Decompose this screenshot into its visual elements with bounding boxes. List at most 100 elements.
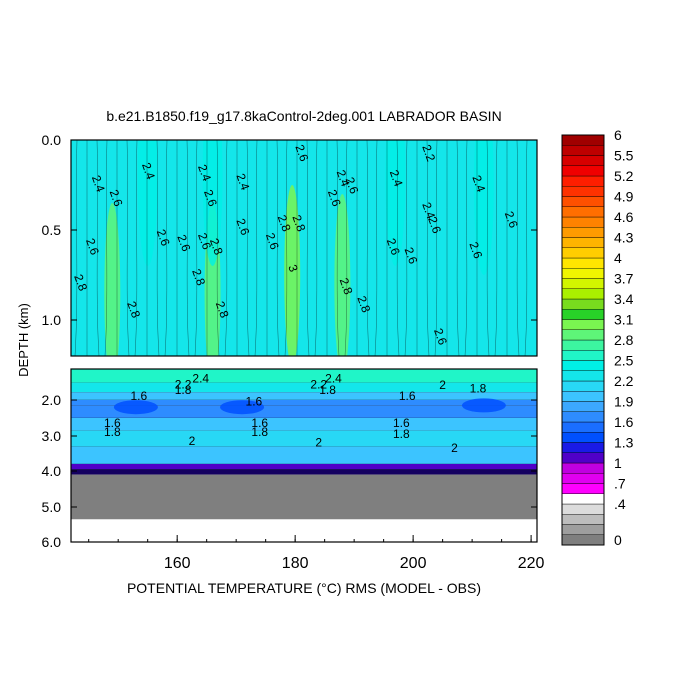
contour-label: 2.6 (502, 209, 521, 230)
colorbar-tick-label: 4.6 (614, 209, 634, 225)
contour-label: 1.6 (251, 416, 268, 430)
contour-label: 2.4 (139, 161, 158, 182)
colorbar-box (561, 165, 605, 177)
contour-line (194, 140, 198, 356)
contour-label: 2.4 (195, 163, 214, 184)
colorbar-box (561, 216, 605, 228)
colorbar-box (561, 534, 605, 546)
contour-label: 1.6 (399, 389, 416, 403)
colorbar-box (561, 339, 605, 351)
contour-label: 2.8 (189, 267, 208, 288)
contour-label: 1.6 (393, 416, 410, 430)
colorbar-tick-label: 2.2 (614, 373, 634, 389)
colorbar-box (561, 268, 605, 279)
contour-label: 2.8 (213, 299, 232, 320)
x-tick-label: 160 (164, 555, 191, 572)
field-feature (284, 185, 301, 356)
contour-label: 2.8 (124, 299, 143, 320)
y-tick-label: 1.0 (42, 312, 62, 328)
colorbar-box (561, 350, 605, 361)
contour-label: 2.6 (174, 233, 193, 254)
colorbar-tick-label: 1.9 (614, 394, 634, 410)
colorbar-tick-labels: 0 .4 .7 1 1.3 1.6 1.9 2.2 2.5 2.8 3.1 3.4 3.7 4 4.3 4.6… (614, 127, 634, 548)
contour-label: 2.6 (402, 245, 421, 266)
lower-panel-contour-labels: 2.4 2.42.2 2.2 21.8 1.8 1.81.6 1.6 1.61.6 1.6 1.6… (104, 372, 487, 455)
upper-panel-contour-labels: 2.6 2.22.42.4 2.4 2.4 2.42.6 2.4 2.42.6 2.6 2.62… (71, 143, 521, 347)
colorbar-frame (561, 134, 605, 546)
colorbar-box (561, 432, 605, 443)
contour-line (96, 140, 100, 356)
contour-label: 1.8 (104, 425, 121, 439)
colorbar-tick-label: .4 (614, 496, 626, 512)
colorbar-tick-label: 5.2 (614, 168, 634, 184)
contour-label: 2.6 (466, 240, 485, 261)
field-layer (71, 392, 537, 400)
field-feature (441, 140, 462, 248)
contour-line (494, 140, 498, 356)
contour-line (524, 140, 528, 356)
contour-label: 2.2 (419, 143, 438, 164)
contour-label: 2.6 (343, 175, 362, 196)
contour-label: 2.6 (83, 236, 102, 257)
colorbar-box (561, 524, 605, 535)
contour-label: 2.4 (89, 173, 108, 194)
contour-line (134, 140, 138, 356)
colorbar-box (561, 175, 605, 187)
contour-line (156, 140, 160, 356)
lower-panel-field (71, 369, 537, 520)
field-layer (71, 430, 537, 447)
colorbar-box (561, 247, 605, 259)
no-data-region (71, 474, 537, 520)
y-tick-label: 2.0 (42, 392, 62, 408)
contour-line (104, 140, 108, 356)
x-tick-label: 200 (400, 555, 427, 572)
contour-label: 2.6 (384, 236, 403, 257)
colorbar-box (561, 237, 605, 248)
contour-label: 2.6 (263, 231, 282, 252)
colorbar-box (561, 186, 605, 197)
contour-label: 2 (189, 434, 196, 448)
contour-label: 1.8 (470, 381, 487, 395)
y-axis-label: DEPTH (km) (16, 303, 31, 377)
contour-line (126, 140, 130, 356)
contour-label: 2.6 (154, 227, 173, 248)
colorbar-tick-label: 2.8 (614, 332, 634, 348)
upper-panel-y-axis: 0.0 0.5 1.0 (42, 132, 537, 328)
colorbar-box (561, 257, 605, 269)
colorbar-box (561, 288, 605, 300)
contour-line (216, 140, 220, 356)
contour-label: 2.8 (207, 236, 226, 257)
colorbar-tick-label: 6 (614, 127, 622, 143)
field-feature (385, 140, 406, 266)
contour-label: 2 (315, 436, 322, 450)
contour-label: 2.6 (292, 143, 311, 164)
colorbar-box (561, 134, 605, 146)
colorbar-tick-label: 4 (614, 250, 622, 266)
contour-label: 2.4 (334, 168, 353, 189)
field-layer (71, 400, 537, 406)
contour-label: 2.6 (233, 217, 252, 238)
colorbar-box (561, 155, 605, 166)
y-tick-label: 6.0 (42, 534, 62, 550)
y-tick-label: 4.0 (42, 463, 62, 479)
contour-line (404, 140, 408, 356)
lower-panel-y-axis: 2.0 3.0 4.0 5.0 6.0 (42, 392, 537, 550)
contour-line (426, 140, 430, 356)
contour-line (246, 140, 250, 356)
contour-label: 2.4 (192, 372, 209, 386)
contour-line (74, 140, 78, 356)
contour-label: 2.8 (275, 213, 294, 234)
contour-line (456, 140, 460, 356)
contour-line (516, 140, 520, 356)
contour-label: 2.6 (431, 326, 450, 347)
colorbar-box (561, 298, 605, 310)
contour-label: 1.6 (104, 416, 121, 430)
colorbar-tick-label: 2.5 (614, 353, 634, 369)
contour-label: 2.2 (310, 377, 327, 391)
upper-panel: 2.6 2.22.42.4 2.4 2.4 2.42.6 2.4 2.42.6 2.6 2.62… (42, 132, 538, 357)
contour-line (374, 140, 378, 356)
contour-line (314, 140, 318, 356)
colorbar-box (561, 401, 605, 412)
contour-line (254, 140, 258, 356)
seafloor-band (71, 469, 537, 475)
